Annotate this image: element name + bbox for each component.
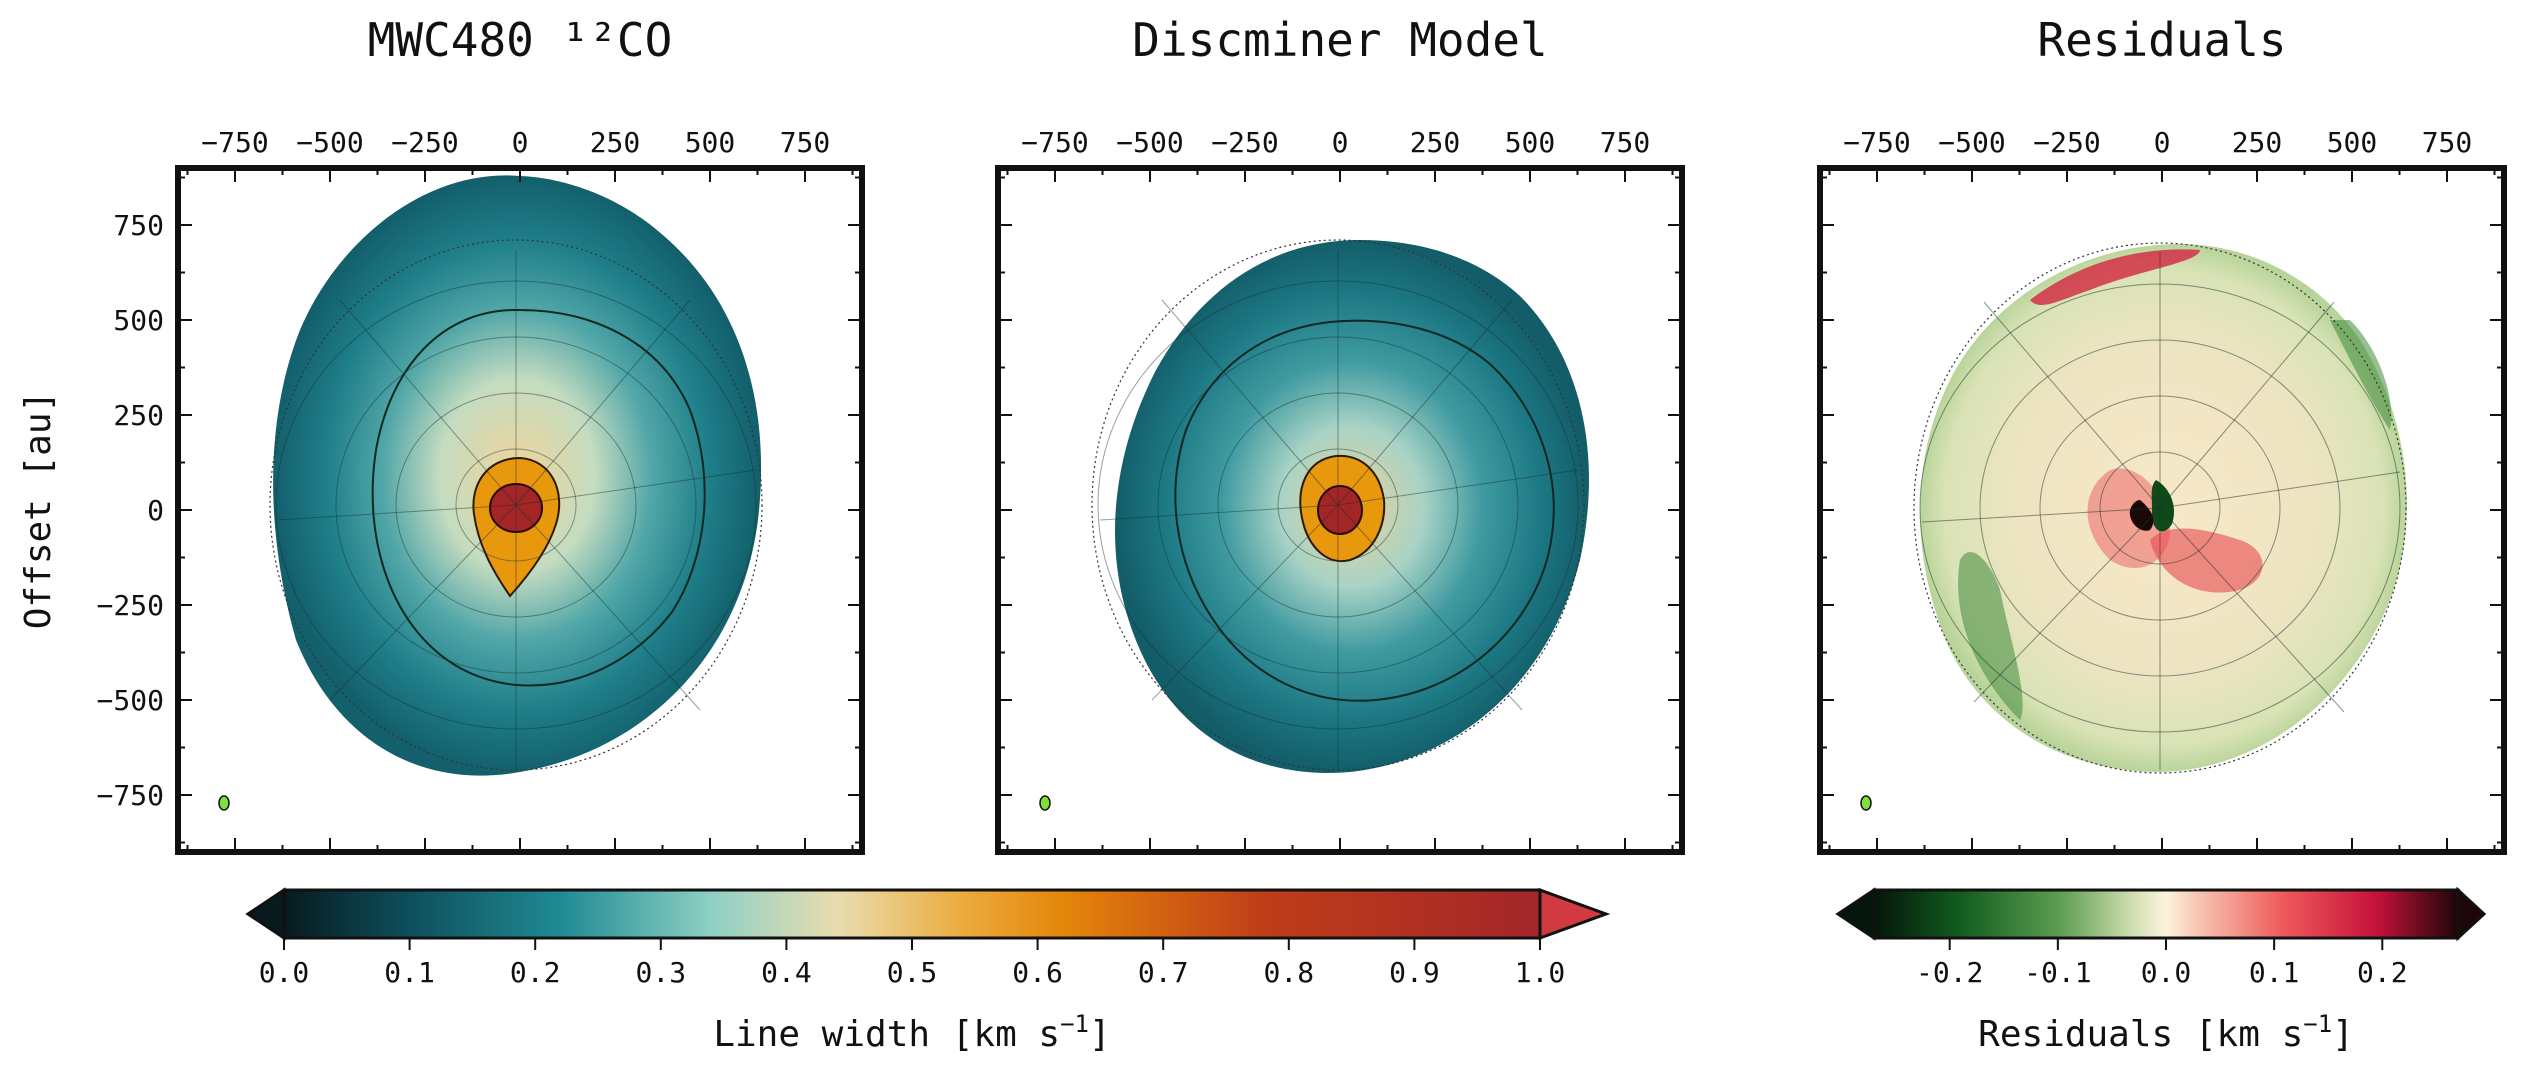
x-tick-label: 250 bbox=[1410, 126, 1461, 159]
y-tick-label: −500 bbox=[97, 684, 164, 717]
panel-model bbox=[995, 165, 1685, 855]
contour-outer-model bbox=[1174, 319, 1555, 702]
x-tick-label: 750 bbox=[780, 126, 831, 159]
disc-edge-outline-model bbox=[1091, 239, 1585, 771]
x-tick-label: 500 bbox=[1505, 126, 1556, 159]
colorbar-tick-label: 0.4 bbox=[761, 956, 812, 989]
title-residuals: Residuals bbox=[2037, 13, 2286, 67]
disc-edge-outline-residuals bbox=[1913, 242, 2407, 774]
colorbar-residuals-ticks: -0.2 -0.1 0.0 0.1 0.2 bbox=[1916, 938, 2408, 989]
residual-center-green bbox=[2151, 480, 2175, 532]
beam-ellipse-model bbox=[1039, 795, 1051, 811]
colorbar-tick-label: 0.7 bbox=[1138, 956, 1189, 989]
x-tick-label: 750 bbox=[2422, 126, 2473, 159]
residual-green-patch-2 bbox=[2330, 320, 2392, 430]
x-tick-label: −250 bbox=[1211, 126, 1278, 159]
tick-marks-observed bbox=[178, 168, 862, 852]
colorbar-tick-label: 0.9 bbox=[1389, 956, 1440, 989]
panel-observed bbox=[175, 165, 865, 855]
colorbar-tick-label: 0.0 bbox=[259, 956, 310, 989]
residual-red-patch-1 bbox=[2087, 468, 2170, 569]
polar-grid-model bbox=[1097, 250, 1579, 770]
colorbar-tick-label: 0.0 bbox=[2141, 956, 2192, 989]
beam-ellipse-observed bbox=[218, 795, 230, 811]
x-tick-label: −500 bbox=[296, 126, 363, 159]
y-tick-label: 250 bbox=[113, 399, 164, 432]
colorbar-linewidth-body bbox=[282, 888, 1542, 940]
residual-red-patch-2 bbox=[2150, 528, 2263, 593]
tick-marks-model bbox=[998, 168, 1682, 852]
y-tick-label: 500 bbox=[113, 304, 164, 337]
x-tick-label: 750 bbox=[1600, 126, 1651, 159]
y-axis-label: Offset [au] bbox=[18, 391, 59, 629]
colorbar-tick-label: -0.2 bbox=[1916, 956, 1983, 989]
colorbar-linewidth-label: Line width [km s−1] bbox=[713, 1010, 1110, 1055]
x-tick-label: 500 bbox=[685, 126, 736, 159]
tick-labels: −750 −500 −250 0 250 500 750 750 500 250 0 −250 −500… bbox=[97, 126, 2473, 812]
x-tick-label: 250 bbox=[2232, 126, 2283, 159]
colorbar-tick-label: 0.5 bbox=[887, 956, 938, 989]
x-tick-label: −750 bbox=[1843, 126, 1910, 159]
core-red-observed bbox=[489, 483, 543, 533]
x-tick-label: −750 bbox=[201, 126, 268, 159]
colorbar-tick-label: 1.0 bbox=[1515, 956, 1566, 989]
x-tick-label: 0 bbox=[512, 126, 529, 159]
y-tick-label: 0 bbox=[147, 494, 164, 527]
colorbar-residuals: -0.2 -0.1 0.0 0.1 0.2 Residuals [km s−1] bbox=[1835, 886, 2487, 1055]
colorbar-tick-label: -0.1 bbox=[2024, 956, 2091, 989]
panel-residuals bbox=[1817, 165, 2507, 855]
beam-ellipse-residuals bbox=[1860, 795, 1872, 811]
y-tick-label: −750 bbox=[97, 779, 164, 812]
colorbar-tick-label: 0.2 bbox=[510, 956, 561, 989]
colorbar-residuals-extend-high bbox=[2456, 886, 2487, 942]
colorbar-residuals-label: Residuals [km s−1] bbox=[1978, 1010, 2354, 1055]
contour-outer-observed bbox=[371, 308, 706, 687]
tick-marks-residuals bbox=[1820, 168, 2504, 852]
y-tick-label: 750 bbox=[113, 209, 164, 242]
disc-edge-outline-observed bbox=[269, 239, 763, 771]
core-red-model bbox=[1317, 485, 1363, 535]
colorbar-residuals-extend-low bbox=[1835, 887, 1876, 941]
colorbar-tick-label: 0.8 bbox=[1264, 956, 1315, 989]
x-tick-label: −500 bbox=[1938, 126, 2005, 159]
x-tick-label: 0 bbox=[1332, 126, 1349, 159]
y-tick-label: −250 bbox=[97, 589, 164, 622]
x-tick-label: 500 bbox=[2327, 126, 2378, 159]
x-tick-label: −250 bbox=[391, 126, 458, 159]
polar-grid-residuals bbox=[1919, 252, 2401, 770]
polar-grid-observed bbox=[275, 250, 757, 770]
title-observed: MWC480 ¹²CO bbox=[368, 13, 673, 67]
residual-red-rim bbox=[2030, 249, 2200, 306]
colorbar-linewidth: 0.0 0.1 0.2 0.3 0.4 0.5 0.6 0.7 0.8 0.9 1.0 Line w… bbox=[245, 887, 1611, 1055]
colorbar-tick-label: 0.3 bbox=[636, 956, 687, 989]
colorbar-linewidth-ticks: 0.0 0.1 0.2 0.3 0.4 0.5 0.6 0.7 0.8 0.9 1.0 bbox=[259, 938, 1566, 989]
residual-center-dark bbox=[2129, 500, 2154, 531]
x-tick-label: 250 bbox=[590, 126, 641, 159]
colorbar-residuals-body bbox=[1872, 888, 2460, 940]
residual-green-patch-1 bbox=[1958, 551, 2023, 720]
colorbar-tick-label: 0.2 bbox=[2357, 956, 2408, 989]
title-model: Discminer Model bbox=[1132, 13, 1547, 67]
x-tick-label: −250 bbox=[2033, 126, 2100, 159]
colorbar-linewidth-extend-low bbox=[245, 887, 286, 941]
colorbar-tick-label: 0.6 bbox=[1012, 956, 1063, 989]
colorbar-tick-label: 0.1 bbox=[2249, 956, 2300, 989]
x-tick-label: −750 bbox=[1021, 126, 1088, 159]
x-tick-label: 0 bbox=[2154, 126, 2171, 159]
x-tick-label: −500 bbox=[1116, 126, 1183, 159]
colorbar-linewidth-extend-high bbox=[1538, 887, 1611, 941]
colorbar-tick-label: 0.1 bbox=[384, 956, 435, 989]
